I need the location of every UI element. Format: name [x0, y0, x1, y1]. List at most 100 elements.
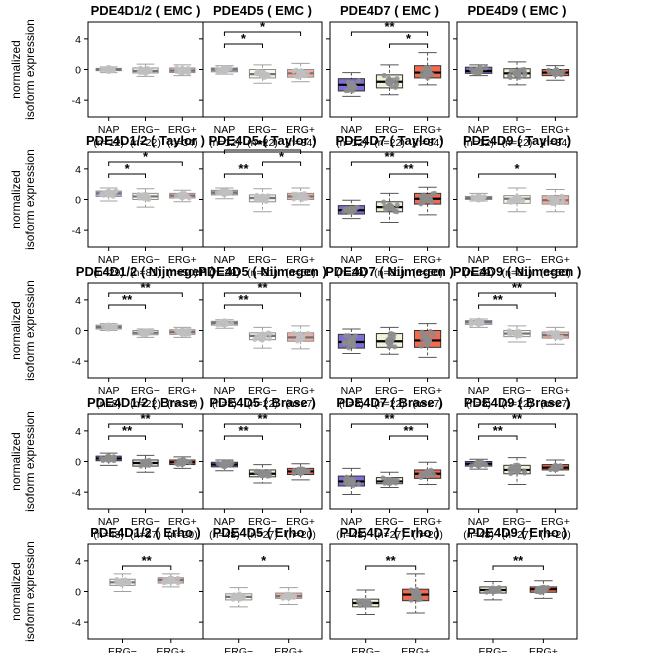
x-tick-label: ERG+: [286, 254, 315, 266]
x-tick-label: ERG−: [248, 254, 277, 266]
box-ergneg: [132, 454, 159, 473]
mean-point: [512, 465, 522, 475]
mean-point: [423, 68, 433, 78]
panel-frame: [202, 413, 323, 510]
data-points: [533, 584, 551, 595]
x-tick-label: NAP: [341, 124, 363, 136]
significance-bracket: [389, 173, 429, 178]
data-point: [560, 68, 566, 74]
significance-bracket: [108, 173, 146, 178]
data-points: [215, 459, 235, 470]
data-points: [343, 474, 362, 489]
sample-size-label: (n=29): [93, 267, 124, 279]
data-point: [506, 328, 512, 334]
box-ergneg: [132, 188, 159, 208]
significance-bracket: [108, 435, 146, 440]
significance-bracket: [223, 304, 263, 309]
data-point: [559, 334, 565, 340]
box-nap: [95, 187, 122, 202]
x-tick-label: ERG+: [413, 254, 442, 266]
y-tick-label: -4: [72, 356, 81, 368]
sample-size-label: (n=22): [374, 398, 405, 410]
significance-label: **: [238, 423, 249, 438]
significance-label: **: [257, 411, 268, 426]
y-tick-label: 0: [75, 457, 81, 469]
panel-erho-0: PDE4D1/2 ( Erho )-404ERG−(n=285)ERG+(n=2…: [72, 525, 204, 658]
y-tick-label: 4: [75, 426, 81, 438]
data-point: [175, 575, 181, 581]
data-points: [506, 328, 523, 339]
box-ergpos: [157, 573, 184, 588]
data-point: [215, 320, 222, 326]
x-tick-label: ERG−: [108, 646, 137, 653]
y-tick-label: 0: [75, 195, 81, 207]
data-point: [380, 475, 386, 481]
data-point: [506, 199, 512, 205]
sample-size-label: (n=50): [412, 267, 443, 279]
x-tick-label: NAP: [214, 254, 236, 266]
significance-label: **: [403, 161, 414, 176]
mean-point: [550, 330, 560, 340]
sample-size-label: (n=12): [93, 137, 124, 149]
panel-brase-0: PDE4D1/2 ( Brase )-404NAP(n=48)ERG−(n=27…: [72, 395, 204, 541]
data-point: [345, 333, 352, 339]
data-point: [408, 587, 414, 593]
data-point: [136, 195, 143, 201]
box-ergpos: [169, 456, 196, 469]
data-point: [126, 579, 132, 586]
significance-label: **: [384, 19, 395, 34]
y-axis-label-line: normalized: [9, 170, 23, 229]
data-point: [346, 345, 352, 351]
data-points: [468, 64, 489, 76]
box-ergneg: [375, 326, 404, 355]
sample-size-label: (n=27): [167, 398, 198, 410]
panel-taylor-1: PDE4D5 ( Taylor ) NAP(n=29) ERG−(n=81) ERG+…: [199, 133, 323, 279]
box-nap: [464, 192, 493, 203]
panel-taylor-2: PDE4D7 ( Taylor ) NAP(n=29) ERG−(n=81) ERG+…: [326, 133, 450, 279]
data-point: [254, 192, 260, 198]
box-ergneg: [375, 64, 404, 96]
mean-point: [538, 584, 548, 594]
box-ergneg: [248, 326, 277, 349]
box-ergpos: [286, 463, 315, 481]
significance-bracket: [350, 161, 429, 166]
mean-point: [346, 80, 356, 90]
sample-size-label: (n=81): [130, 267, 161, 279]
significance-bracket: [223, 423, 302, 428]
panel-nijmegen-1: PDE4D5 ( Nijmegen ) NAP(n=8) ERG−(n=22) ERG…: [198, 264, 327, 410]
mean-point: [512, 68, 522, 78]
x-tick-label: ERG−: [503, 254, 532, 266]
box-ergneg: [248, 464, 277, 484]
sample-size-label: (n=29): [209, 267, 240, 279]
data-point: [381, 199, 387, 205]
y-tick-label: 4: [75, 556, 81, 568]
significance-bracket: [478, 423, 556, 428]
sample-size-label: (n=48): [336, 529, 367, 541]
data-point: [227, 65, 233, 71]
sample-size-label: (n=8): [96, 398, 121, 410]
mean-point: [474, 66, 484, 76]
data-point: [112, 188, 119, 194]
data-points: [341, 204, 360, 215]
data-points: [291, 466, 311, 476]
mean-point: [423, 194, 433, 204]
sample-size-label: (n=20): [412, 529, 443, 541]
x-tick-label: NAP: [98, 516, 120, 528]
data-points: [279, 591, 298, 601]
panel-title: PDE4D7 ( Erho ): [340, 525, 440, 540]
data-point: [253, 196, 259, 202]
significance-bracket: [478, 304, 518, 309]
data-point: [304, 69, 310, 76]
box-nap: [337, 467, 366, 495]
mean-point: [346, 476, 356, 486]
data-point: [418, 343, 424, 349]
mean-point: [258, 469, 267, 479]
x-tick-label: ERG−: [375, 124, 404, 136]
data-point: [111, 324, 117, 330]
box-nap: [337, 72, 366, 97]
significance-label: *: [125, 161, 131, 176]
mean-point: [474, 193, 484, 203]
y-axis-label: normalized isoform expression: [9, 149, 37, 250]
panel-title: PDE4D9 ( Taylor ): [463, 133, 571, 148]
x-tick-label: ERG−: [503, 124, 532, 136]
